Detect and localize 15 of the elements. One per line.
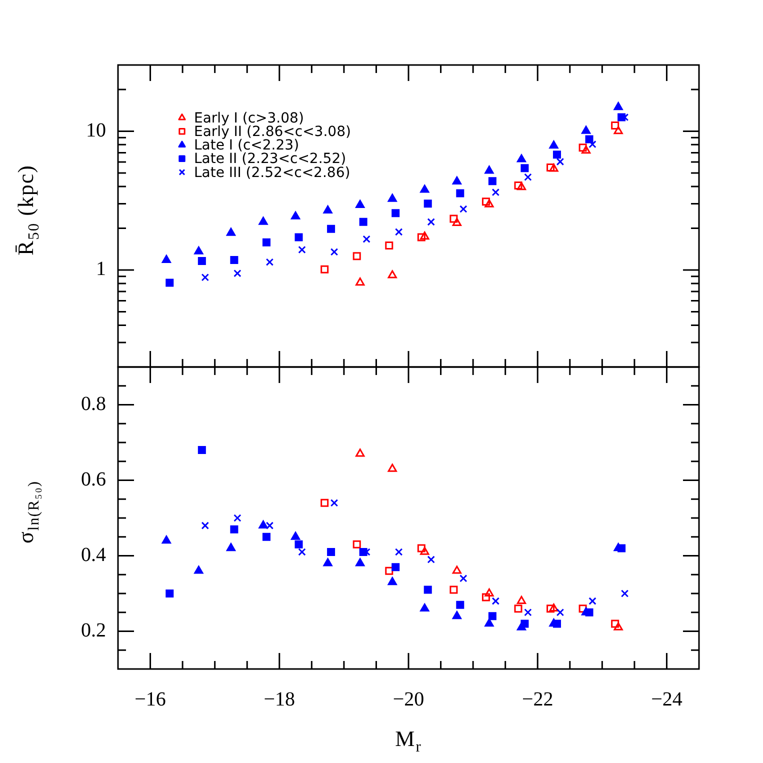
x-tick-label: −22	[522, 688, 554, 710]
y-tick-label: 0.4	[81, 544, 106, 566]
y-tick-label: 0.2	[81, 620, 106, 642]
legend-label: Late III (2.52<c<2.86)	[194, 164, 350, 181]
legend-label: Early I (c>3.08)	[194, 110, 304, 126]
y-tick-label: 10	[86, 119, 106, 142]
y-tick-label: 0.8	[81, 393, 106, 415]
x-tick-label: −24	[651, 688, 682, 710]
x-tick-label: −16	[134, 688, 166, 710]
y-tick-label: 1	[96, 258, 106, 280]
y-tick-label: 0.6	[81, 468, 106, 490]
x-axis-title: M$_{r}$	[395, 726, 422, 756]
legend-label: Late II (2.23<c<2.52)	[194, 151, 346, 168]
x-tick-label: −18	[264, 688, 296, 710]
x-tick-label: −20	[392, 688, 424, 710]
